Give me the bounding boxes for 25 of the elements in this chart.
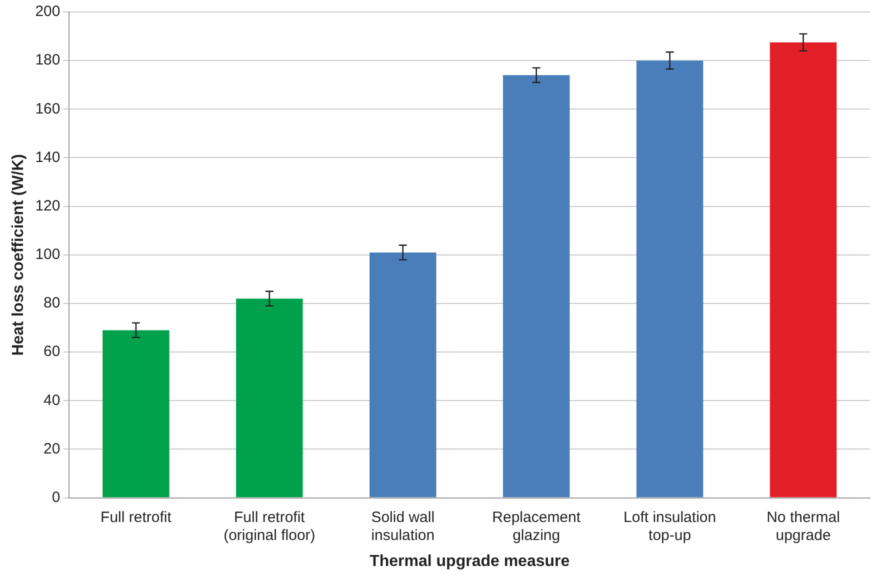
bar [102, 330, 170, 498]
y-tick-label: 0 [52, 488, 60, 506]
bar [370, 252, 436, 498]
y-tick-label: 100 [35, 246, 60, 264]
y-tick-label: 20 [44, 440, 60, 458]
bar [636, 60, 704, 498]
y-tick-label: 60 [44, 343, 60, 360]
x-tick-label: Loft insulation top-up [624, 508, 716, 544]
x-tick-label: Solid wall insulation [371, 508, 435, 544]
x-tick-label: Replacement glazing [492, 508, 582, 544]
y-tick-label: 80 [44, 294, 60, 312]
y-tick-label: 140 [35, 148, 60, 166]
y-tick-label: 40 [44, 392, 60, 409]
x-tick-label: No thermal upgrade [766, 508, 840, 544]
x-tick-label: Full retrofit (original floor) [224, 508, 316, 544]
x-axis-title: Thermal upgrade measure [370, 552, 570, 570]
y-tick-label: 180 [35, 52, 60, 69]
bar [770, 42, 837, 498]
y-tick-label: 160 [35, 100, 60, 118]
y-tick-label: 120 [35, 197, 60, 214]
x-tick-label: Full retrofit [100, 508, 172, 526]
bar [502, 75, 570, 498]
bar [236, 298, 303, 498]
y-axis-title: Heat loss coefficient (W/K) [10, 154, 28, 356]
y-tick-label: 200 [35, 3, 60, 20]
